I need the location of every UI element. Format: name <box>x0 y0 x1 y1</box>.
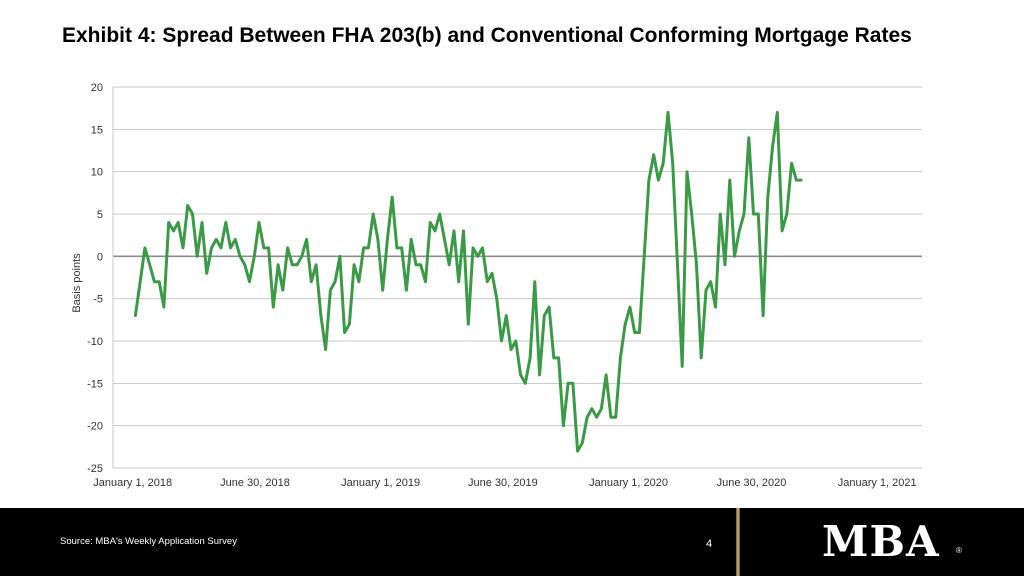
y-tick-label: 15 <box>91 124 103 136</box>
page-number: 4 <box>706 538 713 550</box>
x-tick-label: January 1, 2021 <box>838 477 917 489</box>
x-tick-label: June 30, 2018 <box>220 477 290 489</box>
grid-layer <box>112 86 922 469</box>
x-tick-label: June 30, 2020 <box>717 477 787 489</box>
y-tick-label: 5 <box>97 209 103 221</box>
page-title: Exhibit 4: Spread Between FHA 203(b) and… <box>62 24 912 47</box>
line-chart: 20 15 10 5 0 -5 -10 -15 -20 -25 January 1, 2018 Ju… <box>71 82 922 489</box>
y-tick-label: -20 <box>87 421 103 433</box>
y-tick-label: -10 <box>87 336 103 348</box>
y-tick-label: -5 <box>93 294 103 306</box>
registered-mark: ® <box>956 546 962 555</box>
gold-divider <box>736 508 740 576</box>
y-tick-label: 20 <box>91 82 103 94</box>
x-tick-labels: January 1, 2018 June 30, 2018 January 1, 2… <box>93 477 916 489</box>
x-tick-label: January 1, 2020 <box>589 477 668 489</box>
source-note: Source: MBA's Weekly Application Survey <box>60 536 237 547</box>
y-tick-label: 10 <box>91 167 103 179</box>
y-axis-label: Basis points <box>71 253 83 313</box>
x-tick-label: January 1, 2019 <box>341 477 420 489</box>
mba-logo: MBA <box>822 517 940 566</box>
y-tick-labels: 20 15 10 5 0 -5 -10 -15 -20 -25 <box>87 82 103 475</box>
footer-bar: Source: MBA's Weekly Application Survey … <box>0 508 1024 576</box>
x-tick-label: January 1, 2018 <box>93 477 172 489</box>
x-tick-label: June 30, 2019 <box>468 477 538 489</box>
y-tick-label: -25 <box>87 463 103 475</box>
y-tick-label: -15 <box>87 378 103 390</box>
series-line <box>133 110 803 453</box>
y-tick-label: 0 <box>97 251 103 263</box>
